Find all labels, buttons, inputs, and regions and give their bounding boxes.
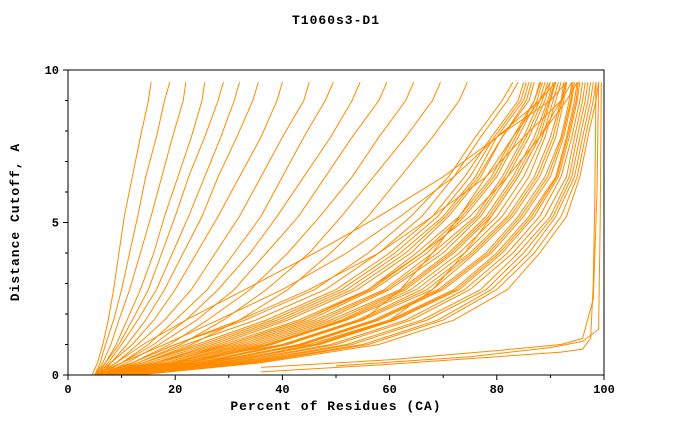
tick-labels: 0 20 40 60 80 100 0 5 10 <box>45 64 615 397</box>
model-curve <box>102 81 415 376</box>
plot-title: T1060s3-D1 <box>291 13 380 28</box>
model-curve <box>121 82 575 376</box>
model-curve <box>116 82 565 376</box>
y-tick-label: 5 <box>52 217 59 231</box>
x-tick-label: 80 <box>490 383 504 397</box>
model-curve <box>99 81 388 376</box>
model-curve <box>105 82 567 376</box>
model-curve <box>94 82 171 376</box>
x-axis-label: Percent of Residues (CA) <box>230 399 442 414</box>
model-curve <box>94 81 557 376</box>
model-curve <box>113 82 559 376</box>
model-curve <box>105 81 468 376</box>
model-curve <box>100 81 573 376</box>
x-tick-label: 20 <box>168 383 182 397</box>
model-curve <box>126 82 584 376</box>
model-curve <box>94 82 283 376</box>
model-curve <box>137 82 600 376</box>
y-tick-label: 0 <box>52 369 59 383</box>
model-curve <box>118 82 573 376</box>
model-curve-outlier <box>260 82 600 368</box>
model-curve <box>94 81 567 376</box>
model-curve <box>116 82 567 376</box>
y-tick-label: 10 <box>45 64 59 78</box>
x-tick-label: 60 <box>382 383 396 397</box>
model-curve <box>132 82 592 376</box>
model-curve <box>124 82 579 376</box>
model-curves <box>91 81 602 376</box>
model-curve <box>132 82 594 376</box>
model-curve <box>129 82 589 376</box>
model-curve <box>97 82 525 376</box>
model-curve-outlier <box>335 82 602 367</box>
model-curve-outlier <box>260 82 597 373</box>
model-curve <box>105 82 543 376</box>
model-curve <box>100 81 551 376</box>
model-curve <box>102 82 533 376</box>
model-curve <box>99 82 259 376</box>
model-curve <box>116 82 566 376</box>
model-curve <box>110 82 556 376</box>
model-curve <box>110 81 578 376</box>
axis-ticks <box>63 69 605 380</box>
model-curve <box>97 82 310 376</box>
x-tick-label: 40 <box>275 383 289 397</box>
model-curve <box>100 82 535 376</box>
model-curve <box>97 82 240 376</box>
model-curve <box>100 82 527 376</box>
model-curve <box>94 82 187 376</box>
model-curve <box>126 82 586 376</box>
x-tick-label: 100 <box>593 383 615 397</box>
model-curve <box>100 82 530 376</box>
model-curve <box>91 82 152 376</box>
model-curve <box>97 82 206 376</box>
model-curve <box>134 82 597 376</box>
model-curve <box>108 82 549 376</box>
model-curve <box>94 81 361 376</box>
model-curve <box>105 81 441 376</box>
x-tick-label: 0 <box>64 383 71 397</box>
model-curve <box>99 81 334 376</box>
model-curve <box>108 82 551 376</box>
model-curve <box>94 82 224 376</box>
model-curve <box>110 82 557 376</box>
model-curve <box>110 82 554 376</box>
